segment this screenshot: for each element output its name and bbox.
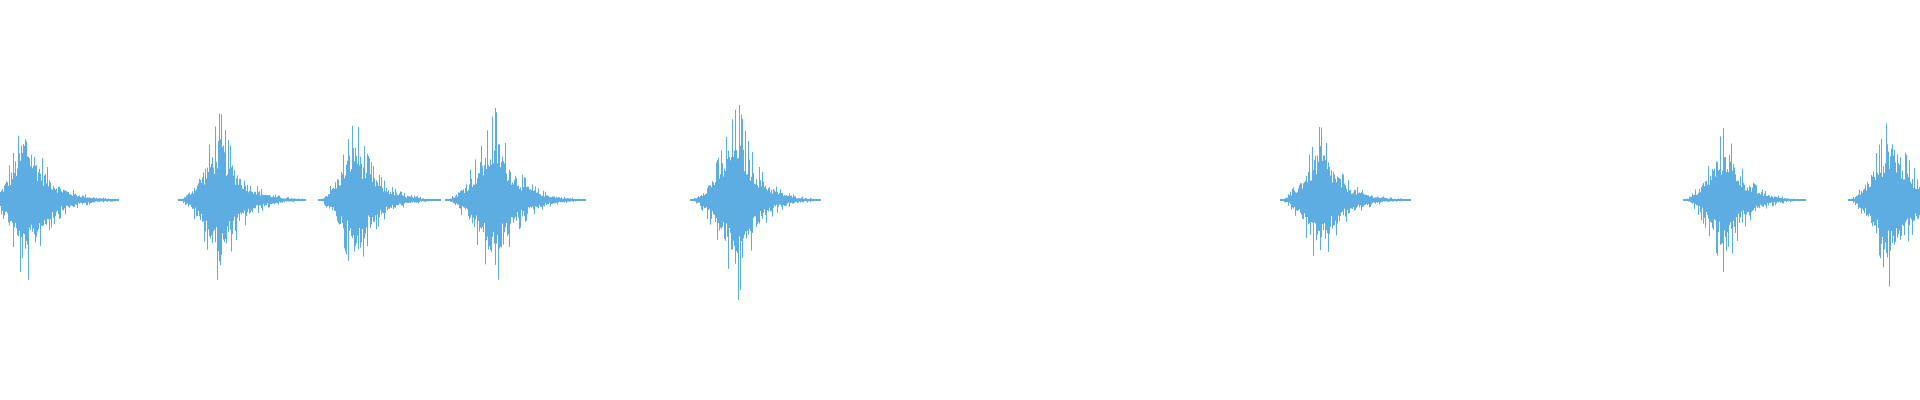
waveform-burst-8	[1848, 123, 1920, 287]
waveform-burst-5	[690, 105, 821, 300]
waveform-burst-3	[318, 125, 441, 261]
waveform-burst-2	[178, 113, 306, 280]
waveform-burst-7	[1683, 127, 1806, 273]
waveform-burst-1	[0, 135, 119, 281]
waveform-burst-4	[445, 108, 586, 280]
waveform-burst-6	[1280, 127, 1411, 256]
